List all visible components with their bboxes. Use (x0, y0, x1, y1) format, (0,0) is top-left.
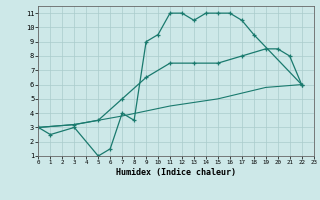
X-axis label: Humidex (Indice chaleur): Humidex (Indice chaleur) (116, 168, 236, 177)
